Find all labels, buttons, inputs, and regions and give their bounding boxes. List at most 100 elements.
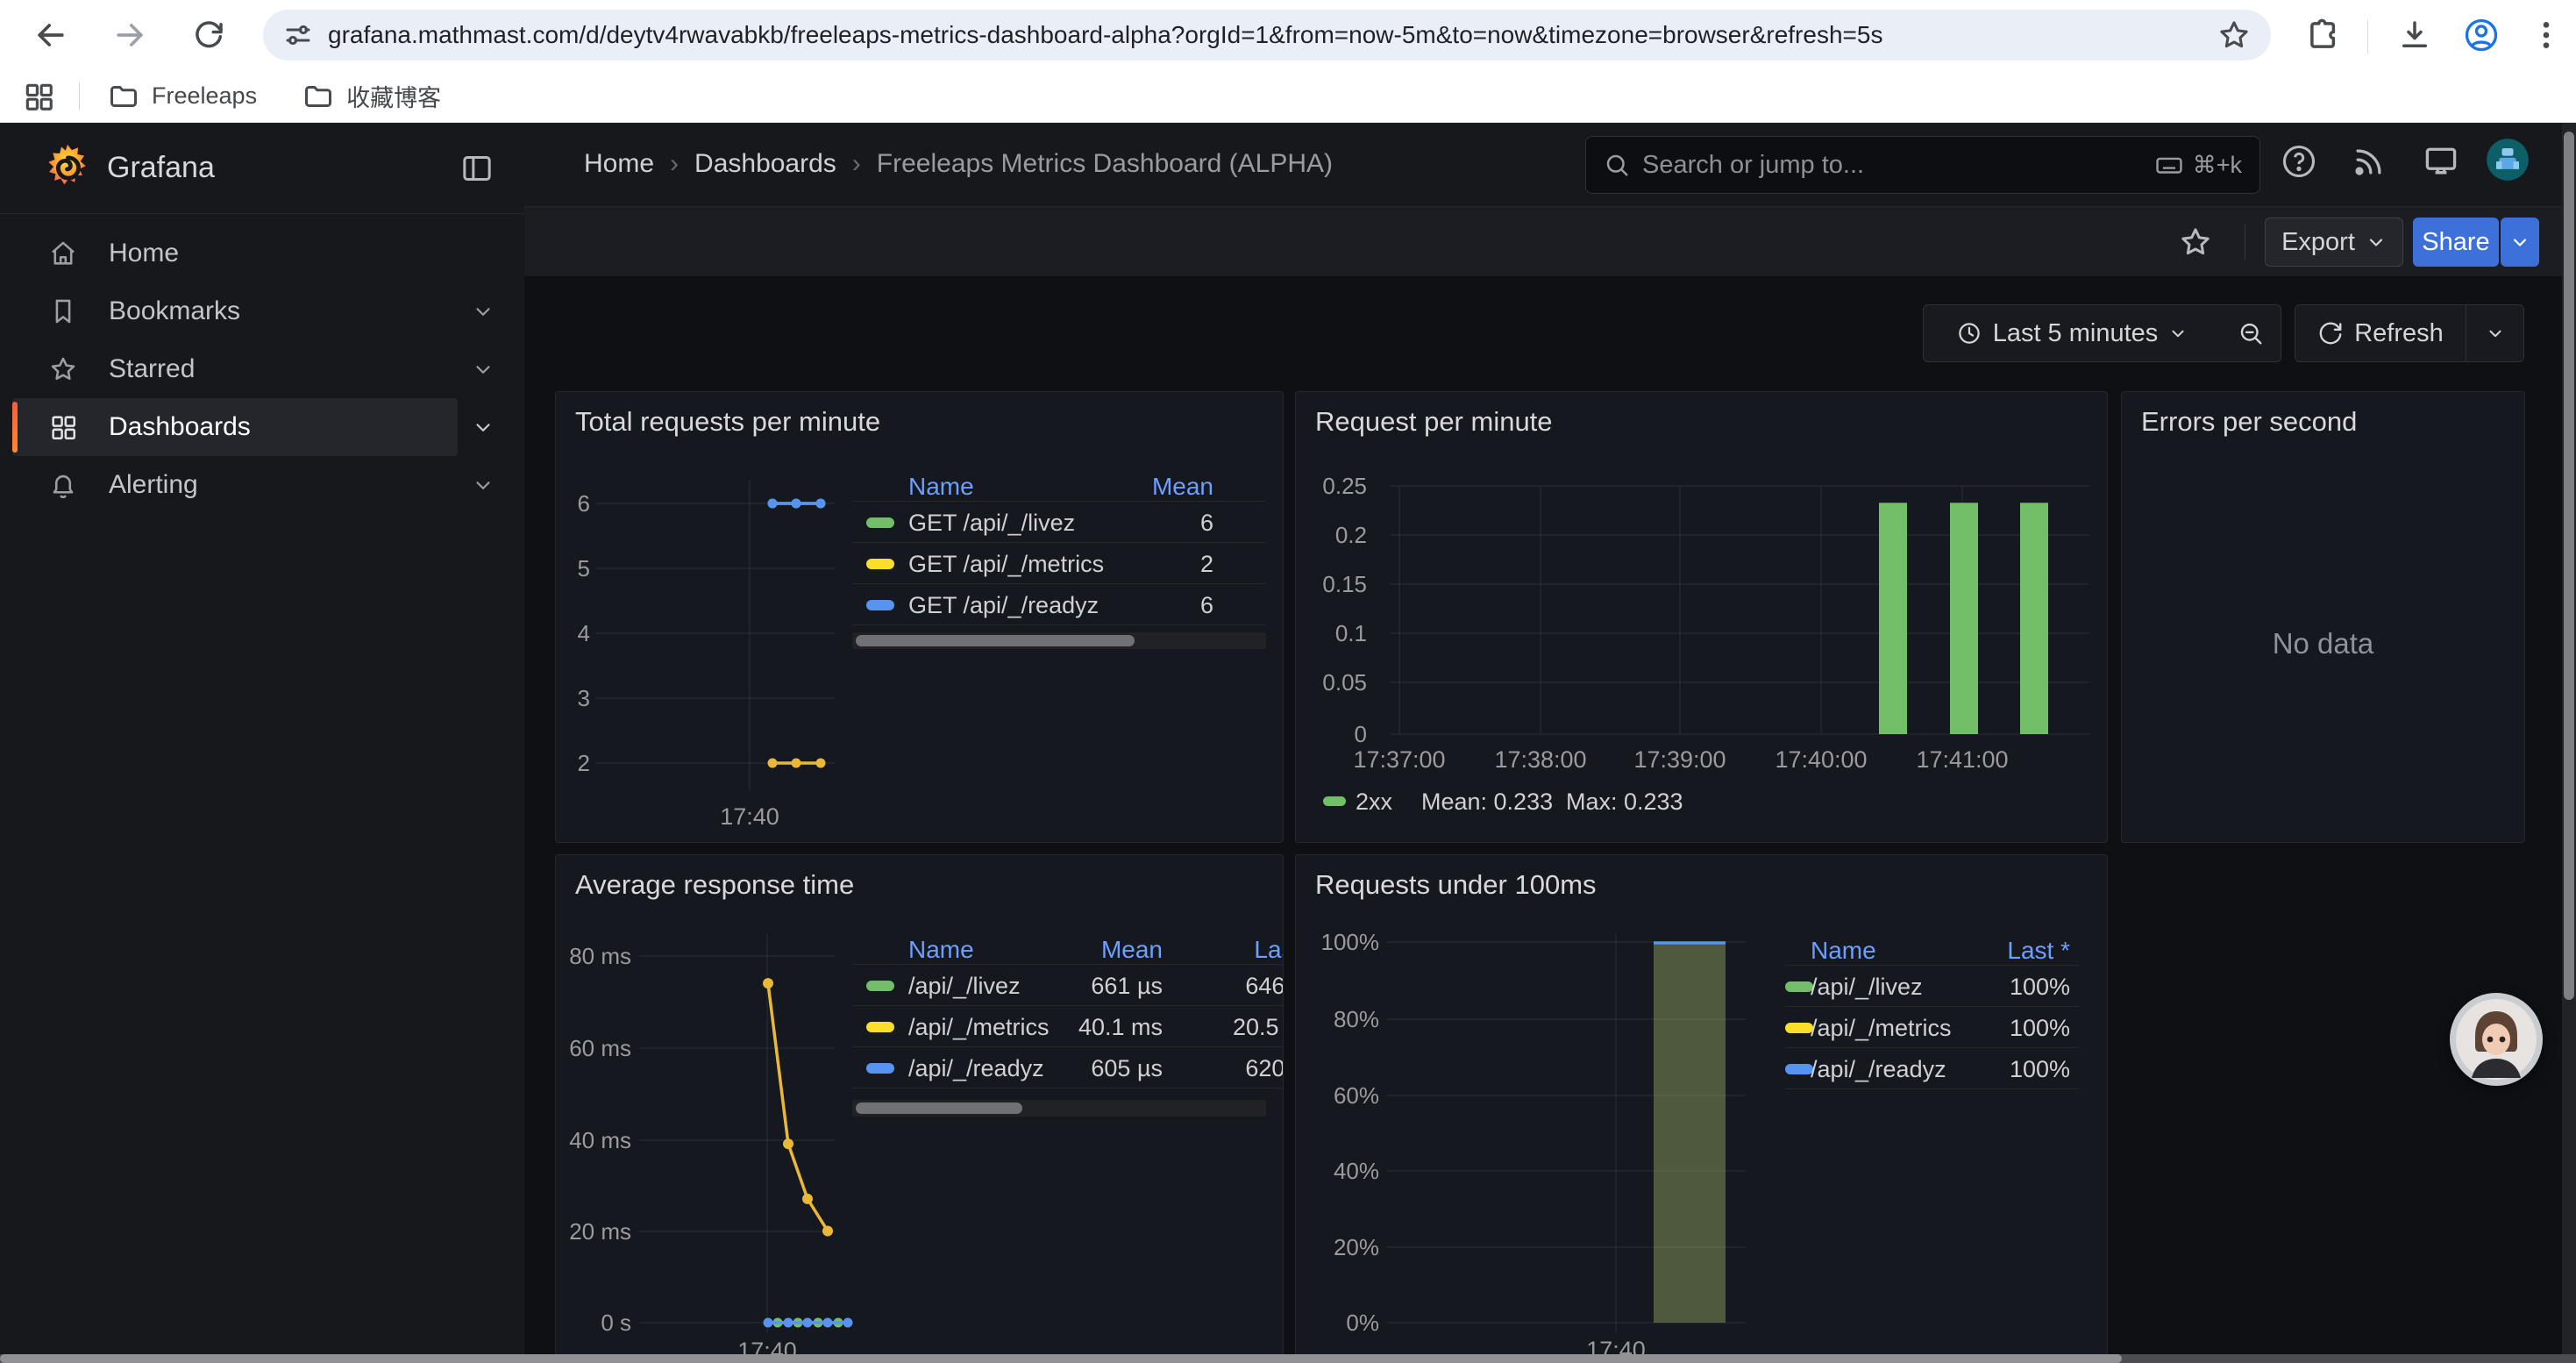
url-text[interactable]: grafana.mathmast.com/d/deytv4rwavabkb/fr…	[328, 21, 2217, 49]
x-axis-tick: 17:39:00	[1610, 746, 1750, 774]
extensions-button[interactable]	[2299, 11, 2348, 60]
y-axis-tick: 0	[1296, 721, 1367, 748]
news-button[interactable]	[2350, 142, 2388, 181]
legend-series-pill	[1785, 1023, 1813, 1033]
grafana-brand[interactable]: Grafana	[107, 151, 215, 185]
bell-icon	[48, 470, 78, 500]
address-bar[interactable]: grafana.mathmast.com/d/deytv4rwavabkb/fr…	[263, 10, 2271, 61]
bookmark-folder-blogs[interactable]: 收藏博客	[290, 74, 453, 118]
x-axis-tick: 17:41:00	[1892, 746, 2032, 774]
collapse-sidebar-icon[interactable]	[459, 151, 495, 186]
bookmark-star-icon[interactable]	[2217, 18, 2252, 53]
legend-column-header[interactable]: Name	[1811, 937, 1960, 965]
chrome-divider	[2367, 19, 2368, 54]
legend-scrollbar-track[interactable]	[852, 1100, 1266, 1117]
sidebar-item-dashboards[interactable]: Dashboards	[0, 398, 524, 456]
legend-column-header[interactable]: Name	[908, 473, 1057, 501]
breadcrumb-home[interactable]: Home	[584, 149, 654, 179]
panel-title[interactable]: Errors per second	[2141, 406, 2357, 438]
y-axis-tick: 80%	[1296, 1006, 1379, 1033]
y-axis-tick: 40%	[1296, 1158, 1379, 1185]
favorite-star-icon[interactable]	[2178, 225, 2213, 260]
sidebar-item-starred[interactable]: Starred	[0, 340, 524, 398]
legend-scrollbar-thumb[interactable]	[856, 635, 1135, 646]
share-label: Share	[2422, 228, 2489, 257]
legend-mean-value: Mean: 0.233	[1421, 789, 1553, 816]
legend-column-header[interactable]: Last *	[1185, 936, 1284, 964]
legend-value: 100%	[1939, 974, 2070, 1001]
browser-back-button[interactable]	[26, 11, 75, 60]
sidebar-item-alerting[interactable]: Alerting	[0, 456, 524, 514]
help-button[interactable]	[2280, 142, 2318, 181]
legend-series-name: 2xx	[1356, 789, 1392, 816]
share-dropdown-button[interactable]	[2501, 218, 2539, 267]
y-axis-tick: 0 s	[556, 1309, 631, 1337]
chevron-down-icon[interactable]	[472, 474, 495, 496]
legend-row[interactable]: /api/_/metrics40.1 ms20.5 ms	[852, 1005, 1284, 1046]
user-avatar-button[interactable]	[2485, 137, 2530, 182]
legend-value: 40.1 ms	[984, 1014, 1163, 1041]
chevron-down-icon[interactable]	[472, 416, 495, 439]
floating-assistant-avatar[interactable]	[2450, 993, 2543, 1086]
legend-column-header[interactable]: Last *	[1939, 937, 2070, 965]
y-axis-tick: 80 ms	[556, 943, 631, 970]
search-input[interactable]: Search or jump to... ⌘+k	[1585, 136, 2260, 194]
bookmarks-divider	[79, 82, 80, 111]
breadcrumb-separator: ›	[670, 149, 679, 179]
search-icon	[1604, 152, 1630, 178]
legend-series-name: GET /api/_/metrics	[908, 551, 1057, 578]
panel-total-requests-per-minute: Total requests per minute NameMeanGET /a…	[555, 391, 1284, 843]
y-axis-tick: 0%	[1296, 1309, 1379, 1337]
vertical-scrollbar-thumb[interactable]	[2564, 132, 2574, 1000]
legend-row[interactable]: GET /api/_/livez6	[852, 501, 1266, 542]
dashboards-grid-icon	[48, 412, 78, 442]
bookmark-icon	[48, 296, 78, 326]
apps-grid-button[interactable]	[14, 72, 63, 121]
y-axis-tick: 0.2	[1296, 522, 1367, 549]
legend-row[interactable]: /api/_/metrics100%	[1785, 1006, 2079, 1047]
legend-column-header[interactable]: Mean	[984, 936, 1163, 964]
legend-row[interactable]: 2xxMean: 0.233Max: 0.233	[1296, 789, 2108, 824]
legend-scrollbar-thumb[interactable]	[856, 1103, 1022, 1114]
search-shortcut: ⌘+k	[2193, 152, 2242, 179]
legend-row[interactable]: /api/_/readyz100%	[1785, 1047, 2079, 1088]
browser-profile-button[interactable]	[2457, 11, 2506, 60]
panel-request-per-minute: Request per minute 2xxMean: 0.233Max: 0.…	[1295, 391, 2108, 843]
browser-forward-button[interactable]	[105, 11, 154, 60]
grafana-app: Grafana Home Bookmarks Starred Dashboard…	[0, 123, 2576, 1363]
sidebar-item-label: Alerting	[109, 470, 198, 500]
refresh-interval-button[interactable]	[2466, 304, 2524, 362]
legend-value: 620 µs	[1185, 1055, 1284, 1082]
y-axis-tick: 40 ms	[556, 1127, 631, 1154]
refresh-button[interactable]: Refresh	[2295, 304, 2466, 362]
legend-row[interactable]: GET /api/_/readyz6	[852, 583, 1266, 624]
legend-column-header[interactable]: Mean	[1071, 473, 1213, 501]
browser-toolbar: grafana.mathmast.com/d/deytv4rwavabkb/fr…	[0, 0, 2576, 123]
legend-scrollbar-track[interactable]	[852, 632, 1266, 649]
site-settings-icon[interactable]	[282, 19, 314, 51]
y-axis-tick: 100%	[1296, 929, 1379, 956]
grafana-sidebar: Grafana Home Bookmarks Starred Dashboard…	[0, 123, 524, 1363]
kiosk-mode-button[interactable]	[2422, 142, 2460, 181]
legend-row[interactable]: /api/_/livez661 µs646 µs	[852, 964, 1284, 1005]
chevron-down-icon[interactable]	[472, 300, 495, 323]
legend-series-pill	[1785, 1064, 1813, 1074]
legend-row[interactable]: /api/_/readyz605 µs620 µs	[852, 1046, 1284, 1088]
grafana-logo[interactable]	[42, 142, 93, 193]
sidebar-item-bookmarks[interactable]: Bookmarks	[0, 282, 524, 340]
chevron-down-icon[interactable]	[472, 358, 495, 381]
browser-reload-button[interactable]	[184, 11, 233, 60]
sidebar-item-home[interactable]: Home	[0, 225, 524, 282]
browser-menu-button[interactable]	[2522, 11, 2571, 60]
downloads-button[interactable]	[2390, 11, 2439, 60]
bookmark-folder-freeleaps[interactable]: Freeleaps	[96, 75, 269, 118]
export-button[interactable]: Export	[2265, 218, 2403, 267]
legend-value: 2	[1071, 551, 1213, 578]
time-range-picker[interactable]: Last 5 minutes	[1923, 304, 2221, 362]
legend-row[interactable]: GET /api/_/metrics 2	[852, 542, 1266, 583]
zoom-out-button[interactable]	[2220, 304, 2281, 362]
breadcrumb-dashboards[interactable]: Dashboards	[694, 149, 836, 179]
share-button[interactable]: Share	[2413, 218, 2499, 267]
legend-row[interactable]: /api/_/livez100%	[1785, 965, 2079, 1006]
horizontal-scrollbar-thumb[interactable]	[0, 1354, 2122, 1363]
